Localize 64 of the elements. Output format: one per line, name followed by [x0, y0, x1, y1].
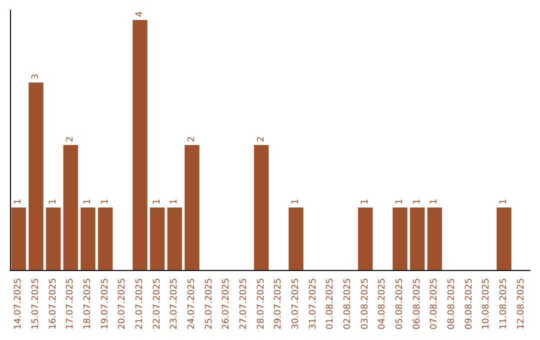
- x-tick-label: 23.07.2025: [170, 278, 180, 330]
- data-label: 2: [187, 136, 197, 142]
- x-tick-label: 31.07.2025: [308, 278, 318, 330]
- x-tick-label: 24.07.2025: [187, 278, 197, 330]
- x-tick-label: 18.07.2025: [83, 278, 93, 330]
- x-tick-label: 26.07.2025: [222, 278, 232, 330]
- x-tick-label: 04.08.2025: [378, 278, 388, 330]
- data-label: 1: [83, 198, 93, 204]
- x-tick-label: 07.08.2025: [430, 278, 440, 330]
- data-label: 1: [100, 198, 110, 204]
- x-tick-label: 29.07.2025: [274, 278, 284, 330]
- bar: [150, 208, 165, 270]
- bar: [410, 208, 425, 270]
- x-tick-label: 21.07.2025: [135, 278, 145, 330]
- data-label: 1: [291, 198, 301, 204]
- x-tick-label: 14.07.2025: [14, 278, 24, 330]
- x-tick-label: 27.07.2025: [239, 278, 249, 330]
- bar: [496, 208, 512, 270]
- x-tick-label: 10.08.2025: [482, 278, 492, 330]
- bar: [28, 82, 44, 270]
- x-tick-label: 28.07.2025: [256, 278, 266, 330]
- data-label: 2: [66, 136, 76, 142]
- bar: [167, 208, 182, 270]
- x-tick-label: 09.08.2025: [464, 278, 474, 330]
- data-label: 2: [256, 136, 266, 142]
- x-tick-label: 05.08.2025: [395, 278, 405, 330]
- data-label: 1: [412, 198, 422, 204]
- x-tick-label: 19.07.2025: [100, 278, 110, 330]
- bar: [98, 208, 113, 270]
- bar: [46, 208, 61, 270]
- x-tick-label: 16.07.2025: [48, 278, 58, 330]
- x-tick-label: 03.08.2025: [360, 278, 370, 330]
- bar: [392, 208, 408, 270]
- data-label: 3: [31, 74, 41, 80]
- x-tick-label: 06.08.2025: [412, 278, 422, 330]
- data-label: 4: [135, 11, 145, 17]
- x-tick-label: 30.07.2025: [291, 278, 301, 330]
- x-tick-label: 01.08.2025: [326, 278, 336, 330]
- bar: [427, 208, 442, 270]
- bar: [358, 208, 373, 270]
- x-tick-label: 20.07.2025: [118, 278, 128, 330]
- data-label: 1: [170, 198, 180, 204]
- bar: [132, 20, 148, 270]
- bar: [184, 145, 200, 270]
- bar: [63, 145, 78, 270]
- x-tick-label: 22.07.2025: [152, 278, 162, 330]
- data-label: 1: [14, 198, 24, 204]
- data-label: 1: [48, 198, 58, 204]
- data-label: 1: [360, 198, 370, 204]
- x-tick-label: 17.07.2025: [66, 278, 76, 330]
- x-tick-label: 12.08.2025: [516, 278, 526, 330]
- x-tick-label: 25.07.2025: [204, 278, 214, 330]
- data-label: 1: [430, 198, 440, 204]
- bar: [80, 208, 96, 270]
- x-tick-label: 08.08.2025: [447, 278, 457, 330]
- x-tick-label: 11.08.2025: [499, 278, 509, 330]
- data-label: 1: [395, 198, 405, 204]
- data-label: 1: [152, 198, 162, 204]
- data-label: 1: [499, 198, 509, 204]
- bar: [288, 208, 304, 270]
- bar: [254, 145, 269, 270]
- x-tick-label: 15.07.2025: [31, 278, 41, 330]
- x-tick-label: 02.08.2025: [343, 278, 353, 330]
- bar: [11, 208, 26, 270]
